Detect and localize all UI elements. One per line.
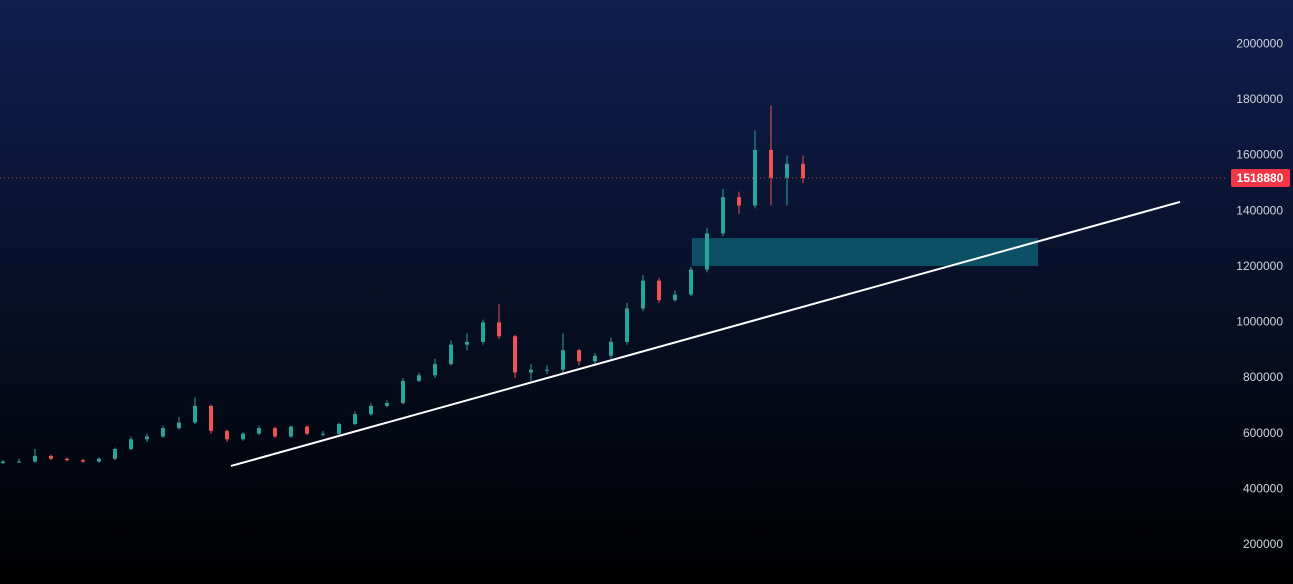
y-tick-label: 2000000 [1236,36,1283,50]
candle-body [449,344,453,365]
candle-body [33,455,37,462]
candle-body [257,428,261,434]
candle-body [241,433,245,440]
candle-body [497,322,501,337]
candle-body [433,364,437,376]
candle-body [721,197,725,234]
y-tick-label: 400000 [1243,482,1283,496]
candle-body [161,428,165,437]
candle-body [545,369,549,371]
candle-body [417,375,421,381]
candle-body [273,428,277,437]
candle-body [401,380,405,404]
candle-body [577,350,581,362]
candle-body [305,426,309,434]
candle-body [737,197,741,206]
candle-body [353,414,357,424]
candle-body [65,458,69,461]
candle-body [513,336,517,373]
y-tick-label: 1200000 [1236,259,1283,273]
candle-body [561,350,565,370]
candle-body [385,403,389,406]
candle-body [753,149,757,206]
candle-body [465,341,469,345]
candle-body [673,294,677,301]
candle-body [17,461,21,463]
candle-body [801,163,805,179]
y-tick-label: 1800000 [1236,92,1283,106]
candle-body [193,405,197,423]
candle-body [321,433,325,435]
last-price-badge [1231,169,1290,188]
candle-body [225,430,229,440]
candle-body [529,369,533,373]
candle-body [113,448,117,459]
candle-body [145,436,149,440]
candle-body [1,461,5,463]
y-tick-label: 1600000 [1236,148,1283,162]
candle-body [641,280,645,309]
candle-body [769,149,773,178]
y-tick-label: 600000 [1243,426,1283,440]
candle-body [785,163,789,178]
candle-body [657,280,661,301]
candle-body [593,355,597,362]
candle-body [609,341,613,356]
candle-body [177,422,181,429]
y-tick-label: 1000000 [1236,315,1283,329]
trendline [230,200,1181,467]
zone [692,238,1038,266]
candle-body [481,322,485,342]
candle-body [625,308,629,342]
y-tick-label: 1400000 [1236,203,1283,217]
candle-body [209,405,213,431]
candle-body [689,269,693,295]
candle-body [129,439,133,449]
candle-body [97,458,101,462]
last-price-label: 1518880 [1237,171,1284,185]
candle-body [289,426,293,437]
candle-body [81,460,85,462]
candle-body [337,423,341,434]
candle-body [49,455,53,459]
y-tick-label: 200000 [1243,537,1283,551]
candle-body [705,233,709,270]
candle-body [369,405,373,415]
y-tick-label: 800000 [1243,370,1283,384]
